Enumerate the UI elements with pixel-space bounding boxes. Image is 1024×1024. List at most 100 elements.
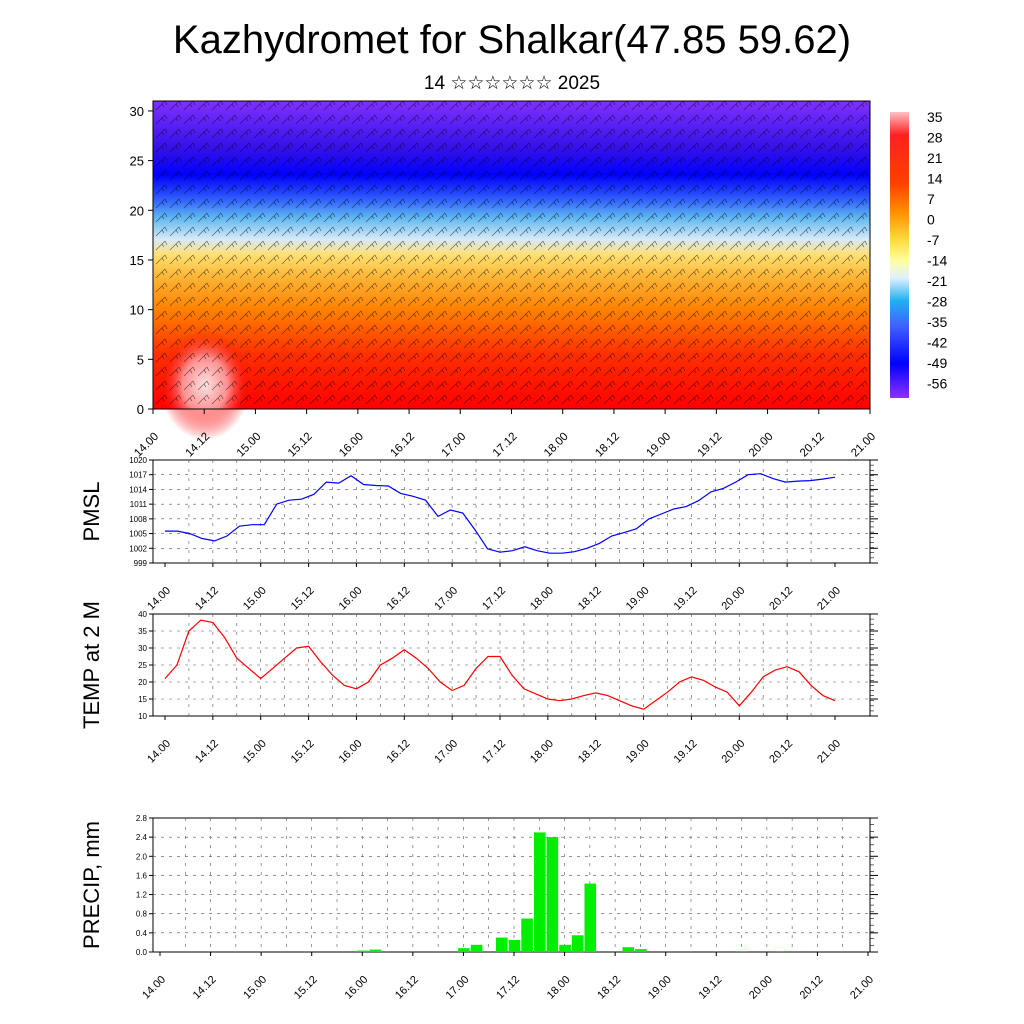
x-tick-label: 18.00 (528, 738, 556, 766)
y-tick-label: 1017 (129, 471, 147, 480)
x-tick-label: 17.12 (480, 738, 508, 766)
x-tick-label: 16.12 (393, 974, 421, 1002)
x-tick-label: 21.00 (849, 431, 878, 460)
x-tick-label: 14.12 (193, 585, 221, 613)
y-tick-label: 10 (130, 303, 144, 318)
x-tick-label: 14.12 (191, 974, 219, 1002)
precip-bar (774, 951, 786, 952)
precip-bar (521, 918, 533, 952)
x-tick-label: 17.00 (440, 431, 469, 460)
y-tick-label: 1002 (129, 544, 147, 553)
x-tick-label: 21.00 (848, 974, 876, 1002)
x-tick-label: 21.00 (815, 738, 843, 766)
x-tick-label: 19.00 (646, 974, 674, 1002)
x-tick-label: 20.00 (719, 585, 747, 613)
colorbar-label: 28 (927, 130, 943, 146)
precip-bar (508, 940, 521, 952)
precip-bar (357, 950, 369, 952)
x-tick-label: 17.12 (491, 431, 520, 460)
y-tick-label: 1011 (130, 500, 148, 509)
x-tick-label: 18.00 (545, 974, 573, 1002)
x-tick-label: 15.12 (289, 738, 317, 766)
colorbar-gradient (890, 112, 909, 398)
pmsl-series-line (165, 473, 836, 554)
x-tick-label: 19.00 (624, 585, 652, 613)
y-axis-title: PMSL (79, 482, 104, 542)
x-tick-label: 16.12 (388, 431, 417, 460)
x-tick-label: 20.00 (747, 431, 776, 460)
x-tick-label: 14.00 (145, 738, 173, 766)
x-tick-label: 15.00 (241, 585, 269, 613)
colorbar-label: 14 (927, 171, 943, 187)
x-tick-label: 14.12 (193, 738, 221, 766)
y-tick-label: 2.0 (136, 852, 148, 861)
colorbar-label: -35 (927, 314, 947, 330)
x-tick-label: 16.12 (384, 585, 412, 613)
temp-series-line (164, 619, 836, 710)
x-tick-label: 18.12 (576, 738, 604, 766)
x-tick-label: 18.00 (542, 431, 571, 460)
x-tick-label: 19.00 (644, 431, 673, 460)
y-tick-label: 1.2 (136, 891, 148, 900)
y-tick-label: 15 (138, 695, 147, 704)
colorbar-label: -14 (927, 253, 947, 269)
panel-frame (152, 459, 871, 564)
x-tick-label: 20.00 (747, 974, 775, 1002)
precip-bar (546, 837, 559, 952)
x-tick-label: 15.00 (241, 974, 269, 1002)
x-tick-label: 20.12 (798, 431, 827, 460)
x-tick-label: 16.12 (384, 738, 412, 766)
precip-bar (635, 949, 647, 952)
x-tick-label: 18.00 (528, 585, 556, 613)
x-tick-label: 18.12 (576, 585, 604, 613)
pmsl-panel: 999 1002 1005 1008 1011 1014 1017 1020 14.00 14.1… (79, 456, 878, 613)
precip-bar (534, 832, 546, 952)
x-tick-label: 16.00 (337, 431, 366, 460)
y-axis-title: PRECIP, mm (79, 821, 104, 949)
y-tick-label: 0.8 (136, 910, 148, 919)
colorbar-label: -42 (927, 335, 947, 351)
x-tick-label: 19.12 (672, 585, 700, 613)
precip-bar (496, 937, 508, 952)
panel-frame (152, 817, 871, 953)
x-tick-label: 15.00 (235, 431, 264, 460)
y-tick-label: 10 (138, 712, 147, 721)
x-tick-label: 17.12 (480, 585, 508, 613)
page-subtitle: 14 ☆☆☆☆☆☆ 2025 (423, 73, 601, 94)
x-tick-label: 17.00 (444, 974, 472, 1002)
colorbar-label: 35 (927, 109, 943, 125)
x-tick-label: 15.12 (286, 431, 315, 460)
x-tick-label: 16.00 (342, 974, 370, 1002)
y-tick-label: 2.8 (136, 814, 148, 823)
colorbar-label: -49 (927, 355, 947, 371)
x-tick-label: 15.00 (241, 738, 269, 766)
precip-bar (470, 944, 483, 952)
x-tick-label: 19.12 (672, 738, 700, 766)
x-tick-label: 17.00 (432, 585, 460, 613)
y-tick-label: 5 (137, 352, 144, 367)
x-tick-label: 14.00 (140, 974, 168, 1002)
x-tick-label: 20.12 (767, 738, 795, 766)
wind-barbs (153, 101, 870, 409)
x-tick-label: 17.12 (494, 974, 522, 1002)
x-tick-label: 19.12 (696, 431, 725, 460)
y-tick-label: 999 (134, 559, 148, 568)
y-tick-label: 30 (130, 104, 144, 119)
precip-panel: 0.0 0.4 0.8 1.2 1.6 2.0 2.4 2.8 14.00 14.12 15.00 1… (79, 814, 878, 1002)
y-tick-label: 1.6 (136, 871, 148, 880)
x-tick-label: 16.00 (337, 585, 365, 613)
y-tick-label: 0 (137, 402, 144, 417)
precip-bar (458, 948, 470, 952)
y-tick-label: 2.4 (136, 833, 148, 842)
y-axis-title: TEMP at 2 M (79, 601, 104, 729)
x-tick-label: 19.12 (696, 974, 724, 1002)
x-tick-label: 15.12 (289, 585, 317, 613)
x-tick-label: 20.12 (798, 974, 826, 1002)
colorbar-label: -56 (927, 376, 947, 392)
colorbar-label: 21 (927, 150, 943, 166)
x-tick-label: 18.12 (595, 974, 623, 1002)
colorbar-label: 7 (927, 191, 935, 207)
y-tick-label: 35 (138, 627, 147, 636)
y-tick-label: 25 (130, 154, 144, 169)
